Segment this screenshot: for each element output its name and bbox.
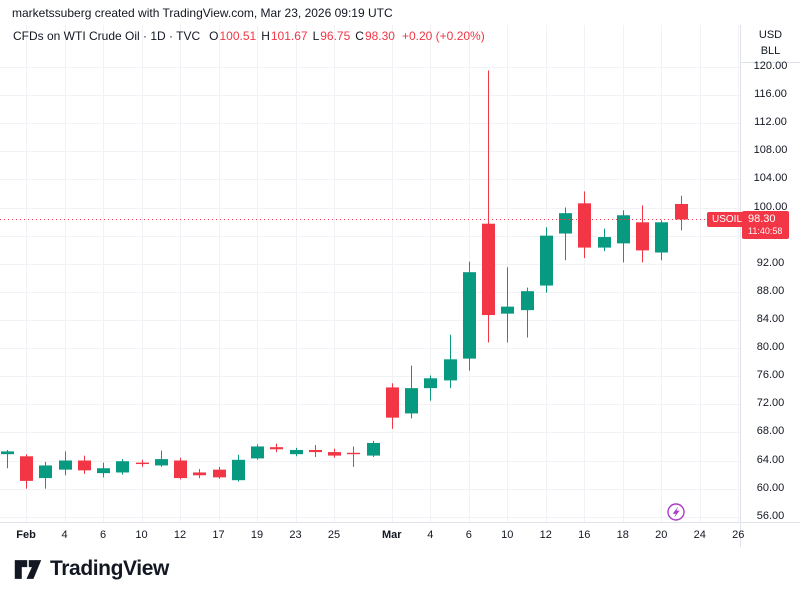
tradingview-logo[interactable]: TradingView — [14, 557, 169, 581]
price-tick-label: 56.00 — [756, 509, 785, 522]
price-tick-label: 108.00 — [753, 144, 788, 157]
change-value: +0.20 (+0.20%) — [401, 29, 485, 43]
candle-body — [347, 452, 360, 455]
candle-body — [59, 460, 72, 470]
close-value: 98.30 — [364, 29, 395, 43]
candle-body — [193, 472, 206, 476]
candle-body — [501, 306, 514, 314]
candle-body — [290, 449, 303, 455]
candle-body — [136, 462, 149, 465]
time-tick-label: 17 — [212, 529, 225, 541]
attribution-text: marketssuberg created with TradingView.c… — [12, 6, 393, 20]
price-tick-label: 92.00 — [756, 256, 785, 269]
price-tick-label: 112.00 — [754, 116, 787, 129]
candle-body — [20, 456, 33, 481]
bar-countdown: 11:40:58 — [748, 226, 783, 236]
price-tick-label: 104.00 — [753, 172, 788, 185]
candle-body — [251, 446, 264, 459]
time-tick-label: 6 — [99, 529, 107, 541]
price-tick-label: 84.00 — [756, 312, 785, 325]
candle-body — [405, 388, 418, 414]
open-value: 100.51 — [219, 29, 257, 43]
candle-body — [116, 461, 129, 473]
candle-body — [578, 203, 591, 248]
candle-body — [463, 272, 476, 359]
candle-body — [309, 449, 322, 453]
candle-body — [97, 468, 110, 474]
price-tick-label: 100.00 — [753, 200, 788, 213]
time-tick-label: 6 — [465, 529, 472, 541]
price-tick-label: 80.00 — [756, 341, 785, 354]
price-tick-label: 120.00 — [753, 60, 788, 72]
price-tick-label: 60.00 — [756, 481, 785, 494]
time-tick-label: 23 — [289, 529, 302, 541]
chart-legend: CFDs on WTI Crude Oil · 1D · TVC O 100.51… — [13, 29, 485, 43]
candle-body — [559, 213, 572, 234]
tradingview-wordmark: TradingView — [50, 557, 169, 580]
low-label: L — [312, 29, 320, 43]
price-tick-label: 68.00 — [756, 425, 785, 438]
time-tick-label: 4 — [427, 529, 434, 541]
time-tick-label: Feb — [16, 529, 36, 541]
time-tick-label: 12 — [539, 529, 552, 541]
candle-body — [444, 359, 457, 381]
axis-unit-block: USD BLL — [741, 27, 800, 63]
candle-body — [636, 222, 649, 251]
time-tick-label: 12 — [173, 529, 187, 541]
candle-body — [155, 459, 168, 466]
time-tick-label: 18 — [616, 529, 629, 541]
candle-body — [39, 465, 52, 479]
time-tick-label: 10 — [501, 529, 514, 541]
candle-body — [424, 378, 437, 389]
time-tick-label: Mar — [382, 529, 402, 541]
time-tick-label: 20 — [655, 529, 668, 541]
candle-body — [174, 460, 187, 479]
candle-body — [655, 222, 668, 253]
currency-label: USD — [758, 29, 783, 41]
lightning-bolt-glyph — [672, 506, 680, 518]
price-tick-label: 72.00 — [756, 397, 785, 410]
low-value: 96.75 — [320, 29, 351, 43]
price-tick-label: 76.00 — [756, 369, 785, 382]
last-price-label: 98.30 11:40:58 — [742, 211, 789, 239]
unit-label: BLL — [760, 45, 781, 57]
candle-body — [213, 469, 226, 478]
price-tick-label: 64.00 — [756, 453, 785, 466]
symbol-price-tag: USOIL — [707, 212, 748, 227]
candle-body — [598, 237, 611, 248]
time-tick-label: 25 — [327, 529, 341, 541]
price-tick-label: 88.00 — [756, 284, 785, 297]
price-axis[interactable]: USD BLL 120.00 116.00 112.00 108.00 104.00 10… — [741, 0, 800, 547]
high-value: 101.67 — [270, 29, 308, 43]
candle-body — [617, 215, 630, 244]
candle-body — [270, 447, 283, 450]
tradingview-logo-icon — [14, 559, 42, 579]
price-tick-label: 116.00 — [754, 88, 787, 101]
time-tick-label: 10 — [135, 529, 148, 541]
candle-body — [521, 291, 534, 311]
candle-body — [78, 460, 91, 471]
time-tick-label: 16 — [578, 529, 591, 541]
time-tick-label: 19 — [250, 529, 264, 541]
candle-body — [232, 459, 245, 481]
time-tick-label: 26 — [732, 529, 745, 541]
time-tick-label: 24 — [693, 529, 706, 541]
candle-body — [675, 203, 688, 220]
candle-body — [540, 235, 553, 286]
time-axis[interactable]: Feb 4 6 10 12 17 19 23 25 Mar 4 6 10 12 16 18 20 24 26 — [0, 523, 800, 549]
time-tick-label: 4 — [61, 529, 68, 541]
open-label: O — [209, 29, 219, 43]
candle-body — [367, 442, 380, 456]
candle-body — [482, 223, 495, 316]
close-label: C — [355, 29, 364, 43]
candle-body — [1, 451, 14, 455]
candle-body — [328, 452, 341, 456]
high-label: H — [261, 29, 270, 43]
symbol-title: CFDs on WTI Crude Oil · 1D · TVC — [13, 29, 201, 43]
candle-body — [386, 387, 399, 418]
last-price-value: 98.30 — [748, 213, 776, 225]
